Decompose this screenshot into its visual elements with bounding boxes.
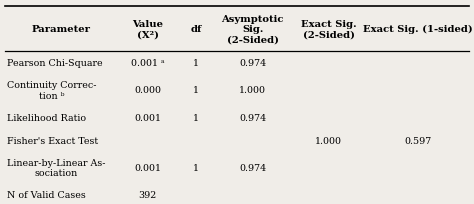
Text: Value
(X²): Value (X²) bbox=[132, 20, 163, 39]
Text: 1: 1 bbox=[193, 59, 200, 68]
Text: 1.000: 1.000 bbox=[239, 86, 266, 95]
Text: df: df bbox=[191, 25, 202, 34]
Text: 1: 1 bbox=[193, 163, 200, 172]
Text: Likelihood Ratio: Likelihood Ratio bbox=[7, 113, 86, 122]
Text: 0.974: 0.974 bbox=[239, 59, 266, 68]
Text: 0.000: 0.000 bbox=[134, 86, 161, 95]
Text: 0.974: 0.974 bbox=[239, 163, 266, 172]
Text: 1: 1 bbox=[193, 86, 200, 95]
Text: 392: 392 bbox=[139, 190, 157, 199]
Text: 1.000: 1.000 bbox=[315, 136, 342, 145]
Text: 0.001: 0.001 bbox=[134, 163, 161, 172]
Text: N of Valid Cases: N of Valid Cases bbox=[7, 190, 86, 199]
Text: Pearson Chi-Square: Pearson Chi-Square bbox=[7, 59, 103, 68]
Text: 0.001: 0.001 bbox=[134, 113, 161, 122]
Text: Continuity Correc-
tion ᵇ: Continuity Correc- tion ᵇ bbox=[7, 81, 97, 100]
Text: Asymptotic
Sig.
(2-Sided): Asymptotic Sig. (2-Sided) bbox=[221, 15, 284, 44]
Text: 0.001 ᵃ: 0.001 ᵃ bbox=[131, 59, 164, 68]
Text: 0.597: 0.597 bbox=[404, 136, 432, 145]
Text: Exact Sig. (1-sided): Exact Sig. (1-sided) bbox=[363, 25, 473, 34]
Text: Linear-by-Linear As-
sociation: Linear-by-Linear As- sociation bbox=[7, 158, 106, 177]
Text: 0.974: 0.974 bbox=[239, 113, 266, 122]
Text: Fisher's Exact Test: Fisher's Exact Test bbox=[7, 136, 98, 145]
Text: 1: 1 bbox=[193, 113, 200, 122]
Text: Exact Sig.
(2-Sided): Exact Sig. (2-Sided) bbox=[301, 20, 356, 39]
Text: Parameter: Parameter bbox=[32, 25, 91, 34]
